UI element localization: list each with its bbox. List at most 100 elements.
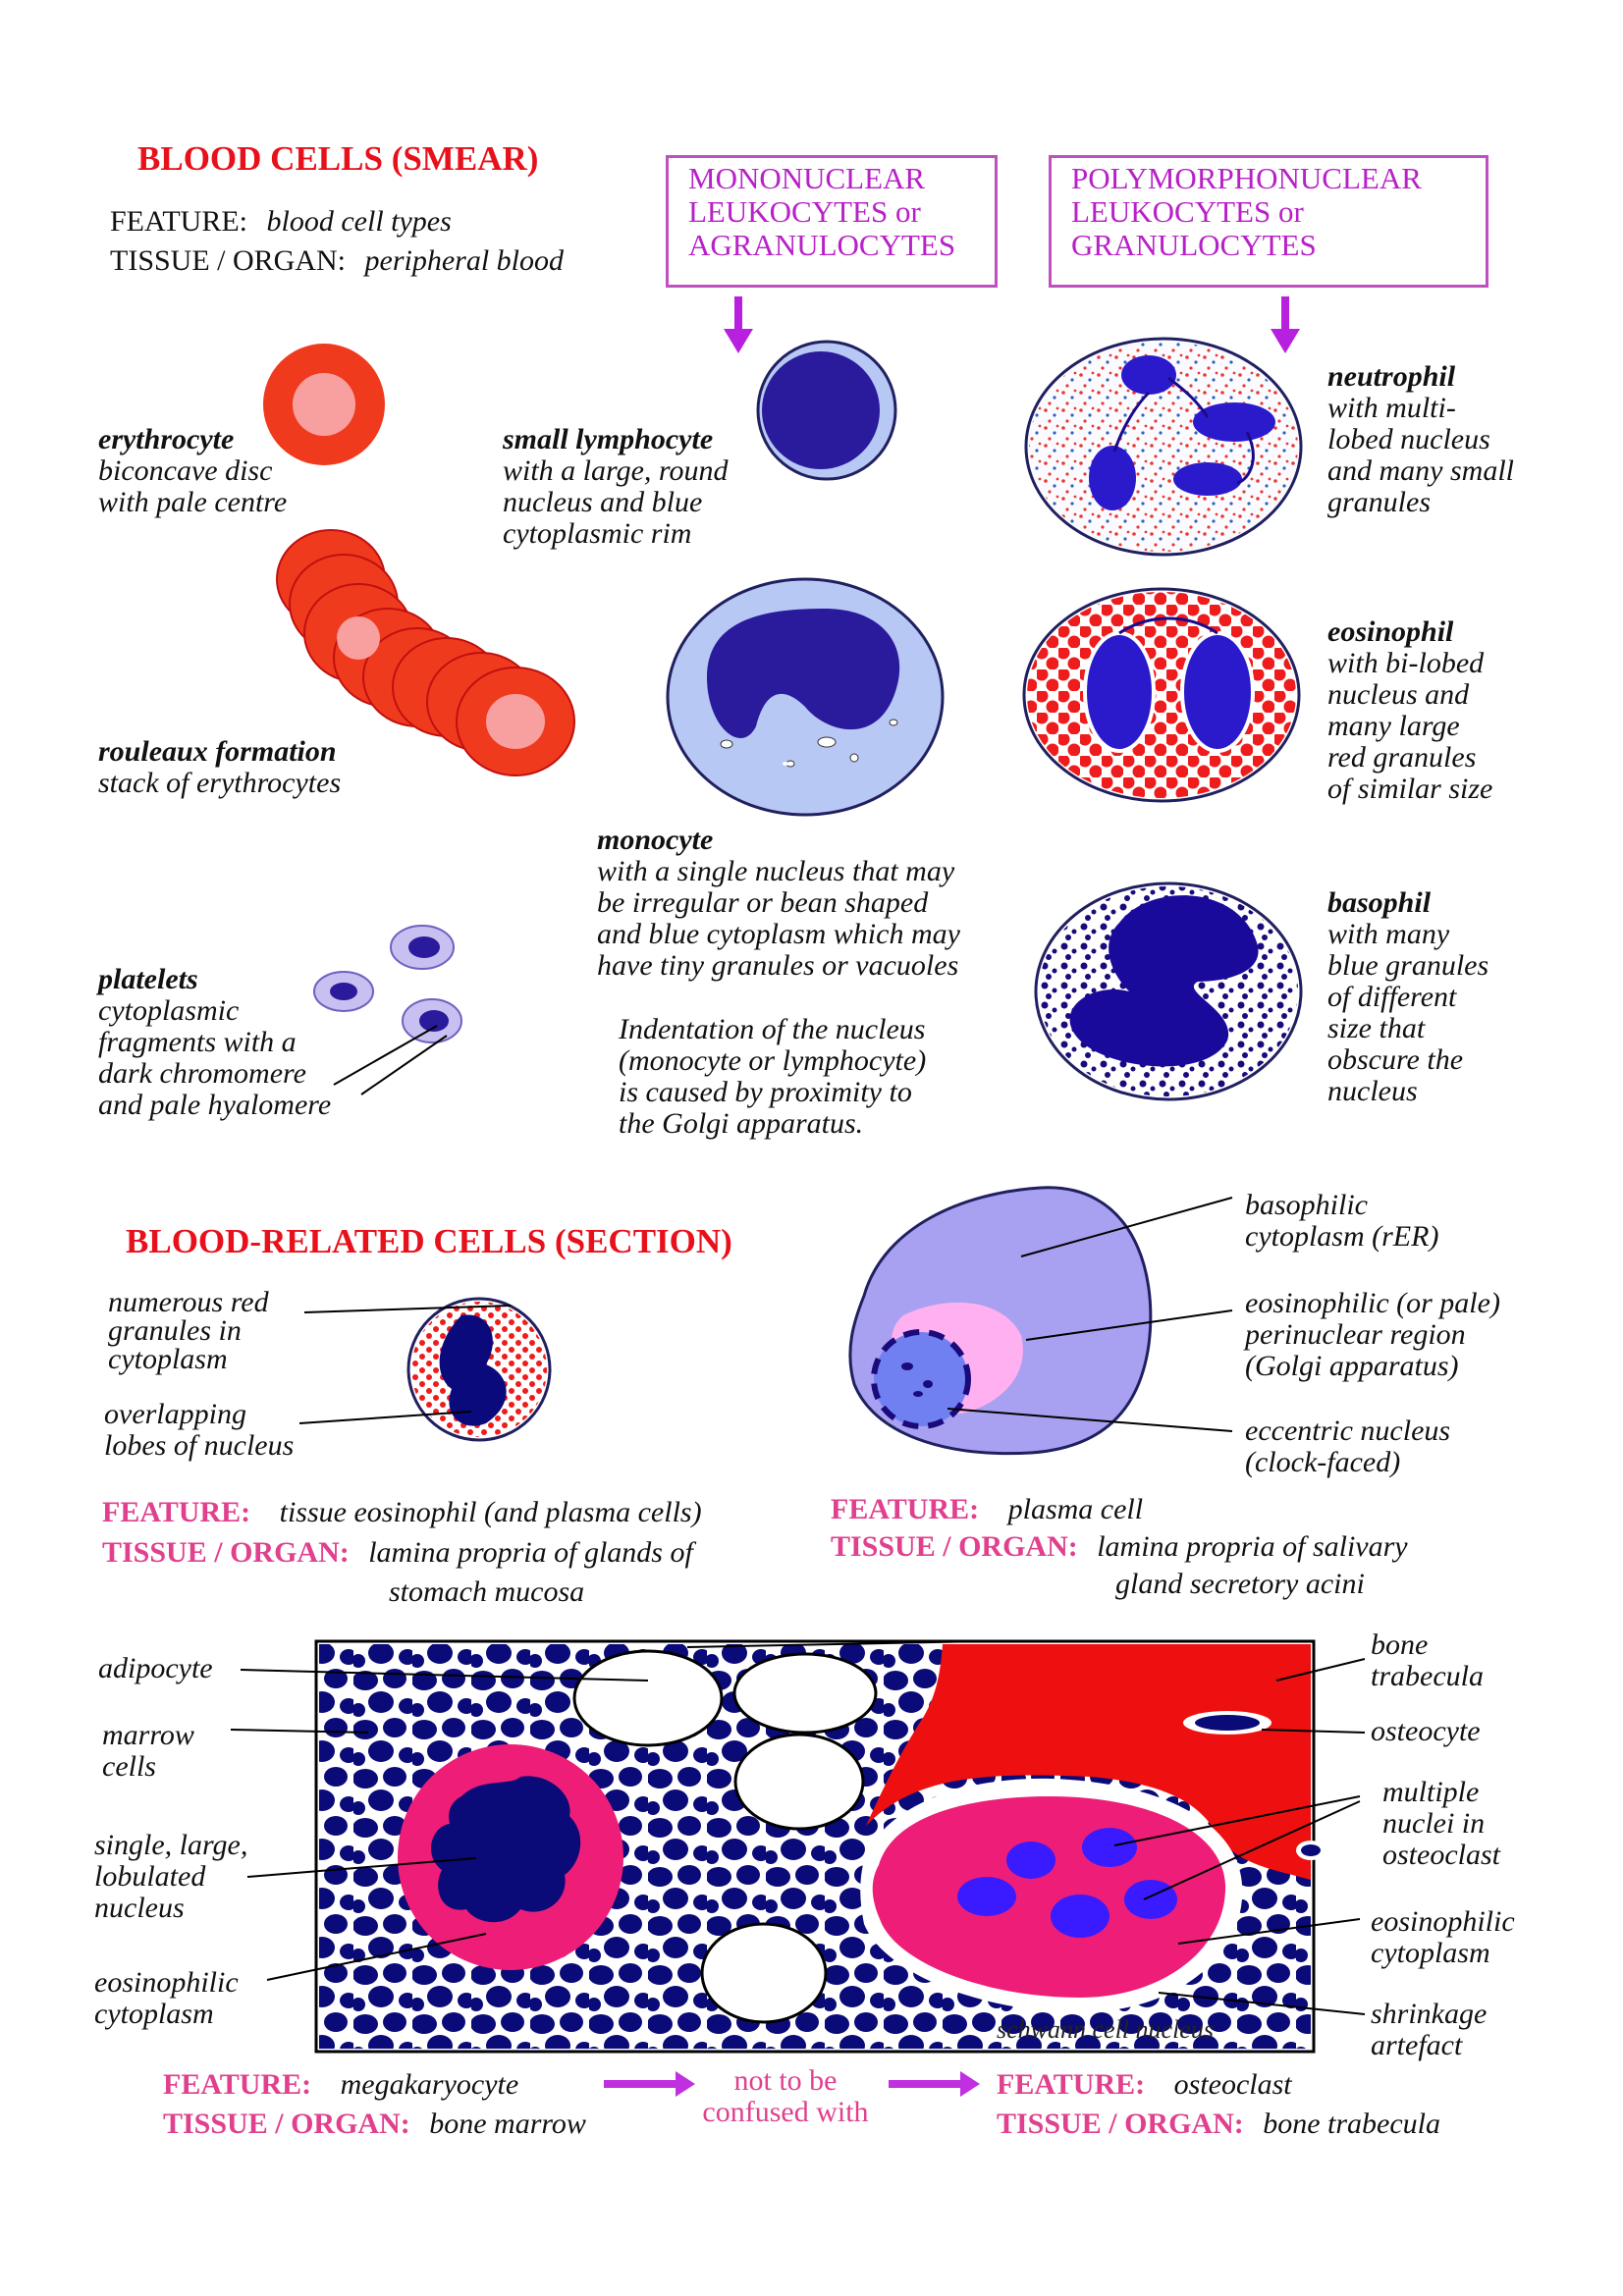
platelets-desc: fragments with a (98, 1026, 297, 1058)
perinuclear-line: eosinophilic (or pale) (1245, 1287, 1500, 1319)
trabecula-line: trabecula (1371, 1660, 1484, 1692)
basophil-name: basophil (1327, 886, 1432, 919)
plasma-cell-drawing (848, 1186, 1233, 1456)
mega-tissue-label: TISSUE / ORGAN: (163, 2108, 410, 2140)
nucleus-line: lobulated (94, 1860, 206, 1893)
nuclei-line: osteoclast (1382, 1839, 1500, 1871)
granules-line: granules in (108, 1314, 242, 1347)
neutrophil-desc: with multi- (1327, 392, 1456, 424)
perinuclear-line: perinuclear region (1245, 1318, 1466, 1351)
marrow-box-drawing (230, 1639, 1366, 2054)
confuse-line: not to be (733, 2064, 838, 2097)
tissue-eosinophil-drawing (298, 1297, 552, 1442)
mega-tissue: TISSUE / ORGAN: bone marrow (163, 2109, 586, 2140)
tissue-eos-lobes-label: overlapping lobes of nucleus (104, 1399, 294, 1462)
smear-feature-line: FEATURE: blood cell types (110, 206, 452, 238)
eos-feature-label: FEATURE: (102, 1496, 251, 1528)
indentation-line: the Golgi apparatus. (619, 1107, 864, 1140)
erythrocyte-label: erythrocyte biconcave disc with pale cen… (98, 424, 287, 518)
eosinophil-desc: with bi-lobed (1327, 647, 1485, 679)
shrinkage-line: artefact (1371, 2029, 1463, 2061)
nucleus-line: single, large, (94, 1829, 248, 1861)
tissue-eos-tissue: TISSUE / ORGAN: lamina propria of glands… (102, 1537, 693, 1569)
indentation-line: is caused by proximity to (619, 1076, 912, 1108)
poly-box-line: POLYMORPHONUCLEAR (1071, 161, 1422, 195)
mononuclear-box: MONONUCLEAR LEUKOCYTES or AGRANULOCYTES (666, 155, 998, 288)
eosinophil-desc: nucleus and (1327, 678, 1470, 711)
marrow-line: marrow (102, 1719, 194, 1751)
tissue-eos-feature: FEATURE: tissue eosinophil (and plasma c… (102, 1497, 702, 1528)
shrinkage-line: shrinkage (1371, 1998, 1488, 2030)
osteo-tissue-label: TISSUE / ORGAN: (997, 2108, 1244, 2140)
poly-box-line: LEUKOCYTES or (1071, 194, 1304, 229)
marrow-line: cells (102, 1750, 156, 1783)
basophilic-line: basophilic (1245, 1189, 1368, 1221)
perinuclear-line: (Golgi apparatus) (1245, 1350, 1459, 1382)
shrinkage-label: shrinkage artefact (1371, 1999, 1487, 2061)
lymphocyte-drawing (756, 340, 897, 481)
platelets-desc: cytoplasmic (98, 994, 240, 1027)
eosinophil-label: eosinophil with bi-lobed nucleus and man… (1327, 616, 1492, 805)
osteoclast-nuclei-label: multiple nuclei in osteoclast (1382, 1777, 1500, 1871)
mono-box-line: AGRANULOCYTES (688, 228, 956, 262)
trabecula-line: bone (1371, 1629, 1429, 1661)
megakaryocyte-cytoplasm-label: eosinophilic cytoplasm (94, 1967, 239, 2030)
indentation-line: (monocyte or lymphocyte) (619, 1044, 927, 1077)
indentation-note: Indentation of the nucleus (monocyte or … (619, 1014, 926, 1140)
eos-tissue-label: TISSUE / ORGAN: (102, 1536, 350, 1569)
poly-box-line: GRANULOCYTES (1071, 228, 1317, 262)
mega-feature-label: FEATURE: (163, 2068, 312, 2101)
monocyte-desc: with a single nucleus that may (597, 855, 955, 887)
platelets-label: platelets cytoplasmic fragments with a d… (98, 964, 331, 1121)
smear-tissue-value: peripheral blood (364, 244, 565, 277)
lymphocyte-label: small lymphocyte with a large, round nuc… (503, 424, 728, 550)
granules-line: numerous red (108, 1286, 269, 1318)
neutrophil-desc: lobed nucleus (1327, 423, 1490, 455)
osteo-tissue: TISSUE / ORGAN: bone trabecula (997, 2109, 1440, 2140)
platelets-desc: dark chromomere (98, 1057, 306, 1090)
marrow-cells-label: marrow cells (102, 1720, 194, 1783)
smear-title: BLOOD CELLS (SMEAR) (137, 139, 539, 178)
nuclei-line: nuclei in (1382, 1807, 1486, 1840)
eosinophil-name: eosinophil (1327, 615, 1454, 648)
erythrocyte-desc: with pale centre (98, 486, 288, 518)
smear-feature-label: FEATURE: (110, 205, 248, 238)
neutrophil-desc: and many small (1327, 454, 1514, 487)
osteo-feature-value: osteoclast (1173, 2068, 1292, 2101)
confuse-text: not to be confused with (687, 2065, 884, 2128)
eosinophil-desc: red granules (1327, 741, 1477, 774)
erythrocyte-desc: biconcave disc (98, 454, 273, 487)
erythrocyte-drawing (263, 344, 385, 465)
eosinophil-desc: many large (1327, 710, 1460, 742)
smear-feature-value: blood cell types (266, 205, 452, 238)
plasma-feature-label: FEATURE: (831, 1493, 980, 1525)
cytoplasm-line: eosinophilic (94, 1966, 239, 1999)
plasma-nucleus-label: eccentric nucleus (clock-faced) (1245, 1415, 1450, 1478)
osteoclast-cytoplasm-label: eosinophilic cytoplasm (1371, 1906, 1515, 1969)
bone-trabecula-label: bone trabecula (1371, 1629, 1484, 1692)
monocyte-desc: and blue cytoplasm which may (597, 918, 960, 950)
basophil-desc: with many (1327, 918, 1450, 950)
section-title: BLOOD-RELATED CELLS (SECTION) (126, 1222, 732, 1260)
eosinophil-drawing (1022, 587, 1301, 803)
neutrophil-name: neutrophil (1327, 360, 1456, 393)
basophil-desc: blue granules (1327, 949, 1489, 982)
eos-tissue-value: lamina propria of glands of (368, 1536, 693, 1569)
mega-tissue-value: bone marrow (429, 2108, 586, 2140)
lymphocyte-desc: nucleus and blue (503, 486, 703, 518)
neutrophil-desc: granules (1327, 486, 1431, 518)
megakaryocyte-nucleus-label: single, large, lobulated nucleus (94, 1830, 247, 1924)
basophil-desc: nucleus (1327, 1075, 1418, 1107)
monocyte-desc: have tiny granules or vacuoles (597, 949, 959, 982)
granules-line: cytoplasm (108, 1343, 228, 1375)
basophilic-line: cytoplasm (rER) (1245, 1220, 1439, 1253)
eosinophil-desc: of similar size (1327, 773, 1493, 805)
plasma-tissue-value-2: gland secretory acini (1115, 1568, 1365, 1600)
rouleaux-desc: stack of erythrocytes (98, 767, 342, 799)
eos-tissue-value-2: stomach mucosa (389, 1575, 585, 1608)
basophil-desc: size that (1327, 1012, 1426, 1044)
osteo-tissue-value: bone trabecula (1263, 2108, 1441, 2140)
lymphocyte-desc: cytoplasmic rim (503, 517, 692, 550)
